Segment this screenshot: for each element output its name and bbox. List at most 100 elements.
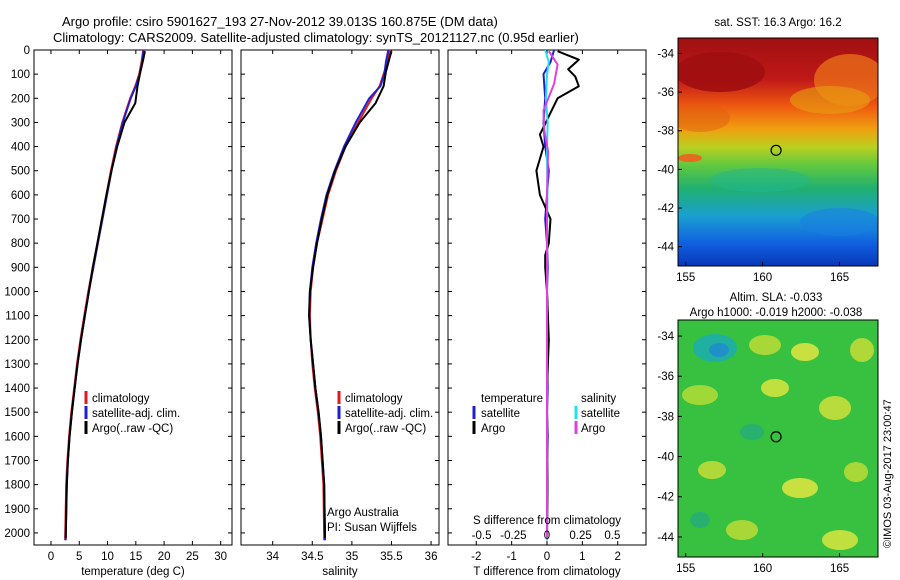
series-line-argo-raw-qc — [308, 50, 393, 538]
salinity-difference-tick-label: 0.25 — [569, 530, 591, 542]
legend-argo-label: Argo(..raw -QC) — [92, 423, 173, 435]
sla-map-subtitle: Argo h1000: -0.019 h2000: -0.038 — [690, 307, 863, 319]
sla-high-patch — [822, 530, 858, 550]
difference-xlabel-top: S difference from climatology — [473, 515, 621, 527]
sst-warm-patch — [678, 154, 702, 162]
legend-temp-satellite-label: satellite — [481, 408, 520, 420]
sst-cool-patch — [710, 168, 810, 192]
legend-temperature-title: temperature — [481, 393, 543, 405]
lat-tick-label: -44 — [657, 242, 674, 254]
depth-tick-label: 1700 — [4, 455, 30, 467]
argo-float-location-marker — [770, 144, 782, 156]
depth-tick-label: 1900 — [4, 504, 30, 516]
sla-map-title: Altim. SLA: -0.033 — [730, 292, 823, 304]
lat-tick-label: -36 — [657, 371, 674, 383]
sla-high-patch — [749, 335, 781, 355]
lat-tick-label: -38 — [657, 411, 674, 423]
legend-salinity-title: salinity — [581, 393, 616, 405]
lat-tick-label: -36 — [657, 87, 674, 99]
salinity-depth-ticks — [241, 49, 439, 534]
depth-tick-label: 1500 — [4, 407, 30, 419]
salinity-difference-tick-label: 0.5 — [604, 530, 620, 542]
lon-tick-label: 160 — [753, 563, 772, 575]
difference-legend: temperature satellite Argo salinity sate… — [472, 393, 620, 435]
sla-high-patch — [761, 379, 789, 397]
x-tick-label: 36 — [425, 551, 438, 563]
salinity-difference-tick-label: 0 — [544, 530, 550, 542]
salinity-series-lines — [308, 49, 393, 541]
temperature-axis-ticks: 0 5 10 15 20 25 30 — [48, 50, 227, 563]
sla-heatmap — [678, 320, 878, 557]
argo-float-location-marker — [770, 431, 782, 443]
depth-tick-label: 1400 — [4, 383, 30, 395]
temperature-series-lines — [64, 49, 146, 541]
series-line-temperature-argo — [535, 50, 580, 538]
legend-climatology-label: climatology — [92, 393, 150, 405]
sla-map-panel: Altim. SLA: -0.033 Argo h1000: -0.019 h2… — [657, 292, 879, 575]
legend-temp-argo-label: Argo — [481, 423, 505, 435]
x-tick-label: 34 — [266, 551, 279, 563]
sla-map-axis-ticks: -34 -36 -38 -40 -42 -44 155 160 165 — [657, 331, 849, 575]
depth-tick-label: 600 — [11, 190, 30, 202]
lat-tick-label: -38 — [657, 126, 674, 138]
sla-high-patch — [791, 343, 819, 361]
salinity-legend: climatology satellite-adj. clim. Argo(..… — [337, 391, 433, 435]
difference-xlabel: T difference from climatology — [473, 566, 620, 578]
temperature-xlabel: temperature (deg C) — [81, 566, 185, 578]
temperature-legend: climatology satellite-adj. clim. Argo(..… — [84, 391, 180, 435]
legend-argo-label: Argo(..raw -QC) — [345, 423, 426, 435]
sla-high-patch — [844, 462, 868, 482]
depth-tick-label: 0 — [24, 45, 30, 57]
x-tick-label: -1 — [507, 551, 517, 563]
salinity-panel: 34 34.5 35 35.5 36 salinity climatology sate… — [240, 49, 440, 578]
legend-climatology-label: climatology — [345, 393, 403, 405]
imos-watermark: ©IMOS 03-Aug-2017 23:00:47 — [882, 399, 894, 548]
difference-series-lines — [535, 49, 580, 541]
depth-tick-label: 400 — [11, 142, 30, 154]
x-tick-label: 34.5 — [301, 551, 323, 563]
depth-tick-label: 100 — [11, 69, 30, 81]
x-tick-label: 0 — [48, 551, 54, 563]
depth-tick-label: 900 — [11, 262, 30, 274]
sst-map-panel: sat. SST: 16.3 Argo: 16.2 -34 -36 -38 -40 -4… — [657, 17, 879, 284]
sla-high-patch — [782, 478, 818, 498]
temperature-panel: 0100200300400500600700800900100011001200… — [4, 45, 233, 578]
sst-heatmap — [678, 38, 878, 266]
lat-tick-label: -34 — [657, 331, 674, 343]
depth-tick-label: 700 — [11, 214, 30, 226]
legend-sal-satellite-label: satellite — [581, 408, 620, 420]
legend-satellite-label: satellite-adj. clim. — [92, 408, 180, 420]
x-tick-label: 20 — [158, 551, 171, 563]
lon-tick-label: 160 — [753, 272, 772, 284]
x-tick-label: 0 — [544, 551, 550, 563]
depth-tick-label: 1300 — [4, 359, 30, 371]
sla-low-patch — [690, 512, 710, 528]
sla-high-patch — [682, 385, 718, 405]
lat-tick-label: -40 — [657, 452, 674, 464]
x-tick-label: 30 — [214, 551, 227, 563]
figure-title-line2: Climatology: CARS2009. Satellite-adjuste… — [53, 30, 579, 45]
lat-tick-label: -40 — [657, 164, 674, 176]
salinity-axis-ticks: 34 34.5 35 35.5 36 — [266, 50, 437, 563]
legend-satellite-label: satellite-adj. clim. — [345, 408, 433, 420]
x-tick-label: 15 — [129, 551, 142, 563]
depth-axis-ticks: 0 100 200 300 400 500 600 700 800 900 1000 1100 1200… — [4, 45, 232, 540]
sst-cool-patch — [800, 208, 878, 236]
difference-panel: -2 -1 0 1 2 T difference from climatology S … — [447, 49, 647, 578]
depth-tick-label: 500 — [11, 166, 30, 178]
x-tick-label: 5 — [76, 551, 82, 563]
difference-axis-ticks: -2 -1 0 1 2 — [471, 50, 621, 563]
sla-high-patch — [726, 520, 758, 540]
figure-title-line1: Argo profile: csiro 5901627_193 27-Nov-2… — [62, 14, 498, 29]
x-tick-label: 1 — [579, 551, 585, 563]
x-tick-label: 25 — [186, 551, 199, 563]
salinity-difference-ticks: -0.5 -0.25 0 0.25 0.5 — [472, 530, 621, 542]
x-tick-label: -2 — [471, 551, 481, 563]
credit-line1: Argo Australia — [327, 507, 399, 519]
depth-tick-label: 1000 — [4, 286, 30, 298]
depth-tick-label: 1600 — [4, 431, 30, 443]
sst-map-axis-ticks: -34 -36 -38 -40 -42 -44 155 160 165 — [657, 48, 849, 284]
legend-sal-argo-label: Argo — [581, 423, 605, 435]
sla-low-patch — [709, 343, 729, 357]
